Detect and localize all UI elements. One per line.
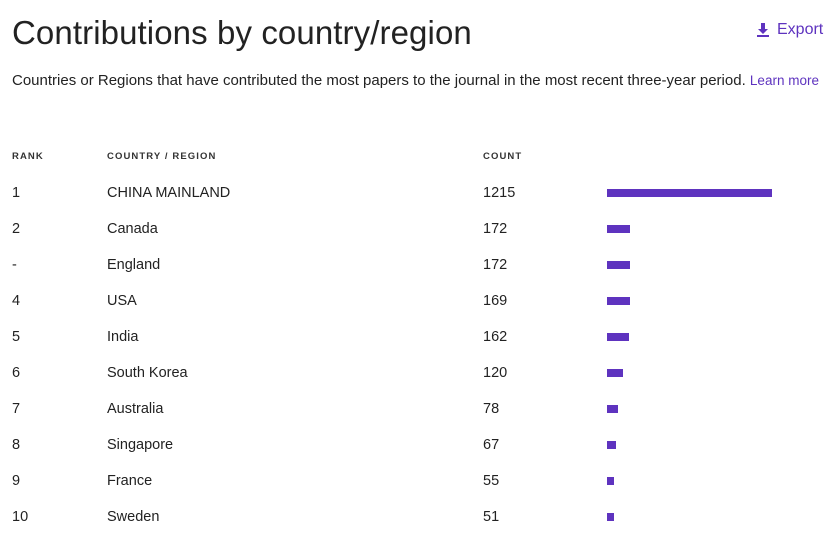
count-cell: 120 — [483, 365, 508, 381]
download-icon — [757, 23, 769, 37]
count-cell: 51 — [483, 509, 500, 525]
count-bar — [607, 369, 623, 377]
count-cell: 78 — [483, 401, 500, 417]
country-cell: France — [107, 473, 153, 489]
count-bar — [607, 189, 772, 197]
count-bar — [607, 405, 618, 413]
page-title: Contributions by country/region — [12, 14, 472, 51]
count-bar — [607, 441, 616, 449]
country-cell: CHINA MAINLAND — [107, 185, 231, 201]
rank-cell: 1 — [12, 185, 21, 201]
count-cell: 172 — [483, 257, 508, 273]
table-row: 4 USA 169 — [0, 283, 831, 319]
count-bar — [607, 225, 630, 233]
table-row: - England 172 — [0, 247, 831, 283]
country-cell: Australia — [107, 401, 164, 417]
count-bar — [607, 477, 614, 485]
export-label: Export — [777, 21, 824, 38]
description-text: Countries or Regions that have contribut… — [12, 72, 746, 89]
column-header-country: COUNTRY / REGION — [107, 151, 217, 162]
column-header-count: COUNT — [483, 151, 523, 162]
rank-cell: 4 — [12, 293, 21, 309]
rank-cell: 7 — [12, 401, 21, 417]
rank-cell: 10 — [12, 509, 29, 525]
table-row: 2 Canada 172 — [0, 211, 831, 247]
country-cell: India — [107, 329, 139, 345]
rank-cell: - — [12, 257, 17, 273]
country-cell: Canada — [107, 221, 158, 237]
learn-more-link[interactable]: Learn more — [749, 73, 819, 88]
country-cell: South Korea — [107, 365, 188, 381]
rank-cell: 8 — [12, 437, 21, 453]
country-cell: USA — [107, 293, 137, 309]
rank-cell: 6 — [12, 365, 21, 381]
count-cell: 55 — [483, 473, 500, 489]
table-row: 1 CHINA MAINLAND 1215 — [0, 175, 831, 211]
table-row: 10 Sweden 51 — [0, 499, 831, 535]
page-description: Countries or Regions that have contribut… — [12, 68, 820, 93]
count-bar — [607, 513, 614, 521]
count-cell: 169 — [483, 293, 508, 309]
rank-cell: 9 — [12, 473, 21, 489]
count-bar — [607, 333, 629, 341]
count-cell: 67 — [483, 437, 500, 453]
table-row: 9 France 55 — [0, 463, 831, 499]
table-row: 5 India 162 — [0, 319, 831, 355]
table-row: 7 Australia 78 — [0, 391, 831, 427]
count-cell: 172 — [483, 221, 508, 237]
count-bar — [607, 297, 630, 305]
country-cell: Sweden — [107, 509, 160, 525]
rank-cell: 5 — [12, 329, 21, 345]
table-row: 8 Singapore 67 — [0, 427, 831, 463]
count-cell: 1215 — [483, 185, 516, 201]
country-cell: Singapore — [107, 437, 174, 453]
rank-cell: 2 — [12, 221, 21, 237]
count-cell: 162 — [483, 329, 508, 345]
country-cell: England — [107, 257, 161, 273]
export-button[interactable]: Export — [757, 19, 823, 41]
table-row: 6 South Korea 120 — [0, 355, 831, 391]
column-header-rank: RANK — [12, 151, 44, 162]
count-bar — [607, 261, 630, 269]
